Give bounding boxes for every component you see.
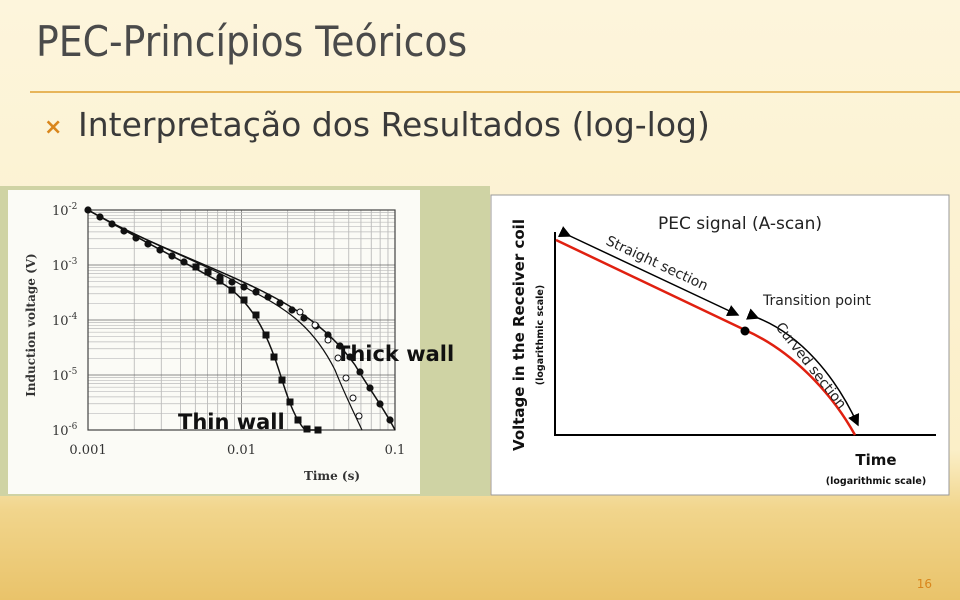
y-axis-label: Voltage in the Receiver coil (510, 219, 528, 451)
x-axis-label: Time (s) (304, 469, 360, 483)
figure-title: PEC signal (A-scan) (658, 214, 822, 234)
thick-wall-marker (288, 306, 296, 314)
annotation: Thick wall (336, 342, 454, 366)
tick-exponent: -5 (69, 367, 78, 377)
thick-wall-marker (346, 353, 354, 361)
x-tick-label: 0.001 (69, 443, 106, 458)
thick-wall-marker (356, 368, 364, 376)
y-tick-label: 10-6 (52, 422, 78, 439)
figure-panel (490, 194, 950, 496)
bullet-icon: × (44, 115, 62, 140)
thin-wall-marker (192, 263, 200, 271)
thin-wall-marker (204, 268, 212, 276)
mid-marker (334, 354, 342, 362)
mid-marker (349, 394, 357, 402)
thin-wall-marker (270, 353, 278, 361)
thin-wall-marker (294, 416, 302, 424)
tick-base: 10 (52, 204, 69, 219)
right-figure: PEC signal (A-scan) Straight section Tra… (490, 194, 950, 496)
thick-wall-marker (386, 416, 394, 424)
thin-wall-marker (314, 426, 322, 434)
thick-wall-marker (180, 258, 188, 266)
y-tick-label: 10-4 (52, 312, 78, 329)
bullet-text: Interpretação dos Resultados (log-log) (78, 105, 710, 144)
mid-marker (342, 374, 350, 382)
y-axis-note: (logarithmic scale) (535, 285, 546, 385)
annotation: Thin wall (178, 410, 285, 434)
x-axis-label: Time (855, 451, 896, 469)
thin-wall-marker (303, 425, 311, 433)
page-number: 16 (917, 577, 932, 591)
thick-wall-marker (300, 314, 308, 322)
thick-wall-marker (108, 220, 116, 228)
plot-frame (87, 209, 396, 431)
tick-base: 10 (52, 424, 69, 439)
thick-wall-marker (156, 246, 164, 254)
thick-wall-marker (132, 234, 140, 242)
thin-wall-marker (216, 277, 224, 285)
tick-exponent: -4 (69, 312, 78, 322)
thin-wall-marker (240, 296, 248, 304)
thick-wall-marker (376, 400, 384, 408)
y-tick-label: 10-5 (52, 367, 78, 384)
y-tick-label: 10-2 (52, 202, 77, 219)
annotation: Transition point (762, 293, 871, 309)
thin-wall-marker (228, 286, 236, 294)
thin-wall-marker (262, 331, 270, 339)
x-axis-note: (logarithmic scale) (826, 476, 926, 487)
mid-marker (296, 308, 304, 316)
straight-arrow (557, 226, 740, 316)
thick-wall-marker (120, 227, 128, 235)
thick-wall-marker (252, 288, 260, 296)
thick-wall-marker (240, 283, 248, 291)
thick-wall-marker (276, 299, 284, 307)
tick-base: 10 (52, 259, 69, 274)
x-tick-label: 0.01 (227, 443, 256, 458)
mid-curve (87, 209, 363, 431)
mid-marker (355, 412, 363, 420)
y-tick-label: 10-3 (52, 257, 78, 274)
thick-wall-marker (366, 384, 374, 392)
thick-wall-marker (336, 342, 344, 350)
tick-exponent: -2 (69, 202, 78, 212)
tick-base: 10 (52, 369, 69, 384)
tick-exponent: -6 (69, 422, 78, 432)
thin-wall-marker (286, 398, 294, 406)
mid-marker (324, 336, 332, 344)
transition-point (740, 326, 750, 336)
curved-arrow (746, 308, 860, 427)
thick-wall-marker (144, 240, 152, 248)
x-tick-label: 0.1 (385, 443, 406, 458)
thin-wall-marker (278, 376, 286, 384)
thick-wall-marker (84, 206, 92, 214)
thick-wall-marker (264, 293, 272, 301)
left-figure: Induction voltage (V) Time (s) Thick wal… (8, 190, 454, 494)
thick-wall-marker (96, 213, 104, 221)
thick-wall-marker (228, 278, 236, 286)
tick-exponent: -3 (69, 257, 78, 267)
thick-wall-marker (168, 252, 176, 260)
y-axis-label: Induction voltage (V) (24, 253, 38, 397)
thin-wall-curve (87, 209, 318, 431)
slide-title: PEC-Princípios Teóricos (36, 17, 467, 66)
tick-base: 10 (52, 314, 69, 329)
thick-wall-marker (324, 331, 332, 339)
thin-wall-marker (252, 311, 260, 319)
mid-marker (311, 321, 319, 329)
